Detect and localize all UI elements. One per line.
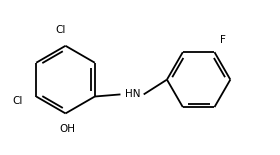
Text: OH: OH bbox=[60, 124, 76, 134]
Text: Cl: Cl bbox=[55, 25, 66, 35]
Text: F: F bbox=[220, 35, 226, 45]
Text: Cl: Cl bbox=[12, 96, 22, 106]
Text: HN: HN bbox=[125, 89, 140, 99]
